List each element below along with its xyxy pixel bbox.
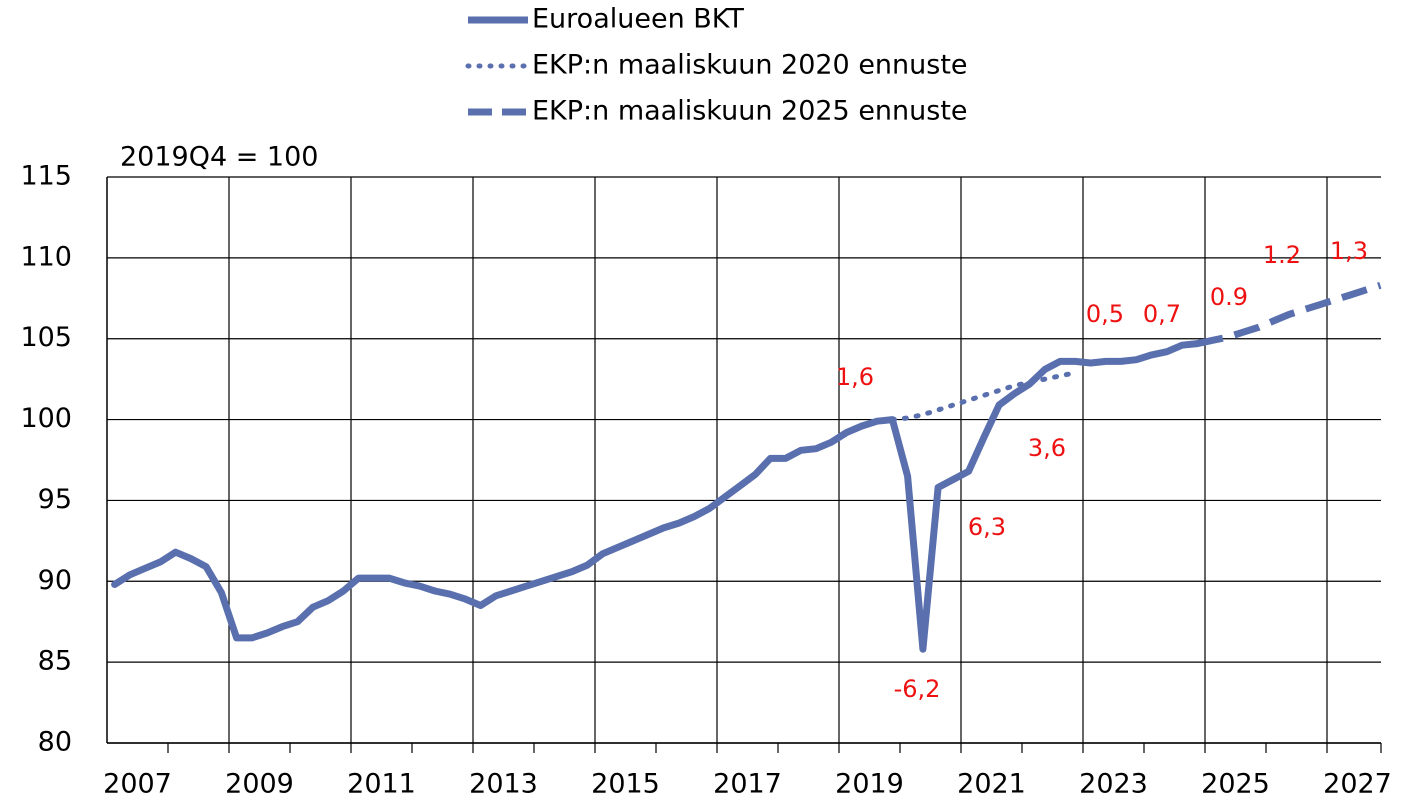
annotation: 1,3 [1330, 237, 1368, 265]
x-tick-label: 2007 [103, 769, 172, 800]
x-tick-label: 2011 [347, 769, 416, 800]
x-tick-label: 2015 [591, 769, 660, 800]
x-tick-label: 2009 [225, 769, 294, 800]
y-tick-label: 110 [20, 241, 72, 272]
x-tick-label: 2025 [1201, 769, 1270, 800]
y-tick-label: 90 [38, 565, 72, 596]
legend-label: EKP:n maaliskuun 2025 ennuste [532, 96, 968, 127]
legend-label: Euroalueen BKT [532, 4, 744, 35]
annotation: -6,2 [894, 675, 941, 703]
x-tick-label: 2027 [1323, 769, 1392, 800]
annotation: 0,5 [1086, 300, 1124, 328]
legend-label: EKP:n maaliskuun 2020 ennuste [532, 50, 968, 81]
x-tick-label: 2023 [1079, 769, 1148, 800]
y-tick-label: 100 [20, 403, 72, 434]
x-tick-label: 2019 [835, 769, 904, 800]
chart-subtitle: 2019Q4 = 100 [120, 142, 318, 173]
y-tick-label: 105 [20, 322, 72, 353]
annotation: 6,3 [968, 513, 1006, 541]
x-tick-label: 2017 [713, 769, 782, 800]
annotation: 1.2 [1263, 241, 1301, 269]
series-line [889, 370, 1078, 423]
series-line [1196, 281, 1382, 348]
y-tick-label: 80 [38, 727, 72, 758]
y-tick-label: 85 [38, 646, 72, 677]
annotation: 0,7 [1143, 300, 1181, 328]
y-tick-label: 115 [20, 161, 72, 192]
annotation: 1,6 [836, 363, 874, 391]
x-tick-label: 2021 [957, 769, 1026, 800]
y-tick-label: 95 [38, 484, 72, 515]
annotation: 0.9 [1210, 283, 1248, 311]
annotation: 3,6 [1028, 434, 1066, 462]
x-tick-label: 2013 [469, 769, 538, 800]
series-line [111, 340, 1201, 653]
